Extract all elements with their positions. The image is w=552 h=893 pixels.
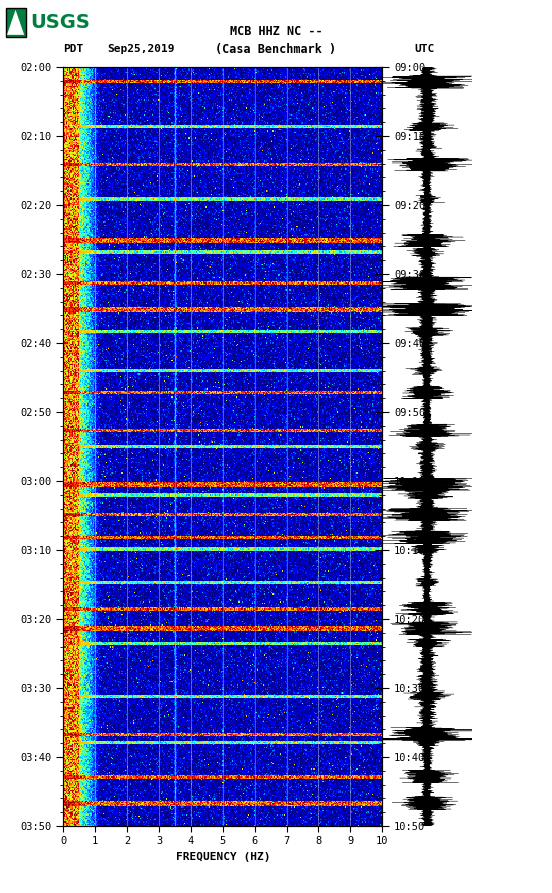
Text: USGS: USGS [31,13,91,32]
Text: PDT: PDT [63,44,84,54]
Text: MCB HHZ NC --: MCB HHZ NC -- [230,25,322,38]
Text: Sep25,2019: Sep25,2019 [108,44,175,54]
Polygon shape [7,10,24,35]
FancyBboxPatch shape [6,8,25,37]
Text: (Casa Benchmark ): (Casa Benchmark ) [215,43,337,55]
X-axis label: FREQUENCY (HZ): FREQUENCY (HZ) [176,852,270,862]
Text: UTC: UTC [414,44,434,54]
